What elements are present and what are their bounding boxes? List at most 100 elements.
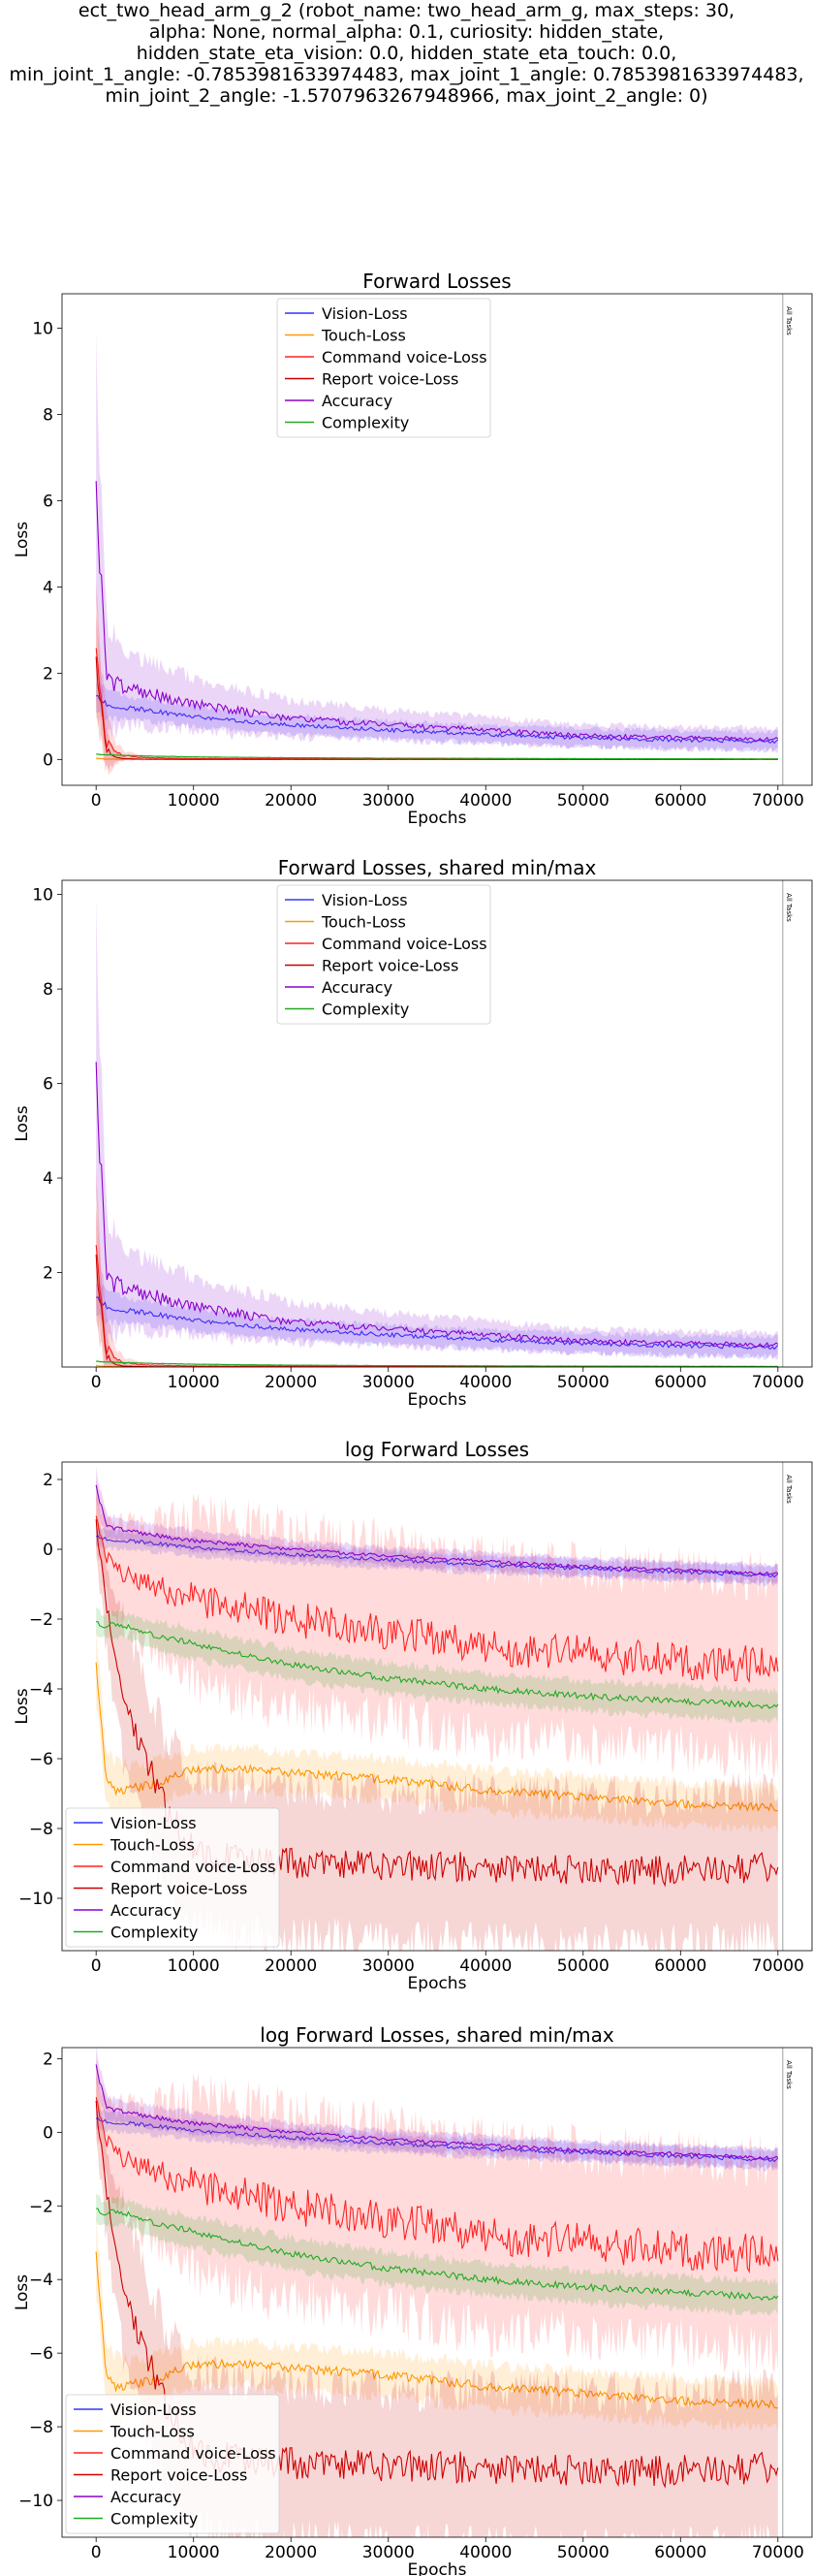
legend-entry: Vision-Loss [110, 2401, 197, 2419]
axes-frame [61, 879, 813, 1368]
legend-entry: Report voice-Loss [110, 2466, 247, 2485]
y-tick-label: 2 [43, 664, 53, 684]
command-voice-loss-band [96, 1479, 778, 1779]
touch-loss-line [95, 2251, 778, 2410]
y-axis-label: Loss [13, 1105, 32, 1141]
y-tick-label: 2 [43, 2050, 53, 2069]
legend: Vision-Loss Touch-Loss Command voice-Loss R… [276, 884, 491, 1025]
accuracy-band [96, 1467, 778, 1585]
x-tick-label: 10000 [168, 2543, 220, 2562]
axes-frame [61, 2047, 813, 2538]
y-tick-label: 4 [43, 1169, 53, 1189]
legend: Vision-Loss Touch-Loss Command voice-Loss R… [276, 298, 491, 438]
accuracy-band [96, 2048, 778, 2171]
x-tick-label: 70000 [752, 791, 804, 811]
chart-3: All Tasks 0 10000 20000 30000 40000 50000 60000… [13, 1438, 813, 1993]
touch-loss-band [96, 1625, 778, 1834]
legend: Vision-Loss Touch-Loss Command voice-Loss R… [65, 1807, 280, 1948]
y-tick-label: 10 [32, 886, 53, 906]
y-tick-label: −6 [29, 1750, 53, 1769]
legend-entry: Touch-Loss [109, 2423, 195, 2441]
accuracy-line [95, 481, 779, 743]
y-tick-label: −2 [29, 1610, 53, 1630]
x-axis-label: Epochs [408, 1974, 467, 1993]
command-voice-loss-line [95, 1515, 779, 1684]
touch-loss-line [95, 1662, 778, 1812]
accuracy-line [95, 2064, 779, 2160]
y-tick-label: 2 [43, 1264, 53, 1284]
legend-entry: Complexity [322, 1001, 409, 1019]
legend-entry: Accuracy [322, 392, 392, 410]
legend-entry: Command voice-Loss [110, 1858, 276, 1876]
task-boundary-label: All Tasks [785, 306, 793, 335]
legend: Vision-Loss Touch-Loss Command voice-Loss R… [65, 2394, 280, 2534]
legend-entry: Command voice-Loss [322, 935, 487, 953]
suptitle-line: min_joint_2_angle: -1.5707963267948966, … [105, 85, 708, 107]
legend-entry: Vision-Loss [110, 1814, 197, 1832]
vision-loss-line [95, 1295, 779, 1351]
command-voice-loss-band [96, 2058, 778, 2374]
y-axis-label: Loss [13, 2274, 32, 2310]
y-tick-label: −8 [29, 1820, 53, 1839]
legend-entry: Complexity [110, 2510, 198, 2528]
x-tick-label: 60000 [654, 791, 706, 811]
y-tick-label: 0 [43, 750, 53, 770]
x-tick-label: 50000 [557, 791, 610, 811]
report-voice-loss-line [95, 656, 778, 760]
x-tick-label: 30000 [362, 791, 415, 811]
y-tick-label: −10 [18, 1890, 53, 1909]
x-tick-label: 10000 [168, 791, 220, 811]
x-tick-label: 20000 [265, 1956, 317, 1976]
complexity-line [96, 753, 778, 760]
y-tick-label: −2 [29, 2197, 53, 2216]
y-axis-label: Loss [13, 522, 32, 557]
x-axis-label: Epochs [408, 809, 467, 828]
chart-title: Forward Losses [362, 270, 511, 293]
legend-entry: Accuracy [110, 2488, 181, 2506]
legend-entry: Vision-Loss [322, 891, 408, 909]
vision-loss-band [96, 2109, 778, 2172]
x-tick-label: 10000 [168, 1956, 220, 1976]
x-tick-label: 0 [91, 791, 102, 811]
task-boundary-label: All Tasks [785, 2060, 793, 2089]
suptitle-line: alpha: None, normal_alpha: 0.1, curiosit… [148, 21, 665, 43]
y-tick-label: 6 [43, 492, 53, 511]
suptitle-line: ect_two_head_arm_g_2 (robot_name: two_he… [78, 0, 735, 21]
legend-entry: Report voice-Loss [322, 370, 458, 389]
y-tick-label: −6 [29, 2344, 53, 2364]
complexity-band [96, 2193, 778, 2316]
y-tick-label: 8 [43, 406, 53, 426]
chart-title: Forward Losses, shared min/max [278, 856, 597, 879]
touch-loss-band [96, 2212, 778, 2433]
x-tick-label: 70000 [752, 1373, 804, 1392]
y-tick-label: −4 [29, 1680, 53, 1700]
legend-entry: Report voice-Loss [110, 1880, 247, 1898]
complexity-line [96, 2208, 779, 2302]
x-tick-label: 30000 [362, 2543, 415, 2562]
y-tick-label: 4 [43, 578, 53, 597]
legend-entry: Touch-Loss [321, 327, 406, 345]
legend-entry: Touch-Loss [321, 913, 406, 932]
x-tick-label: 50000 [557, 2543, 610, 2562]
legend-box [276, 884, 491, 1025]
chart-title: log Forward Losses [345, 1438, 529, 1461]
x-tick-label: 40000 [459, 791, 512, 811]
task-boundary-label: All Tasks [785, 1475, 793, 1504]
suptitle-line: hidden_state_eta_vision: 0.0, hidden_sta… [136, 43, 677, 64]
y-tick-label: 6 [43, 1075, 53, 1095]
x-tick-label: 20000 [265, 791, 317, 811]
y-tick-label: 0 [43, 2123, 53, 2143]
legend-box [276, 298, 491, 438]
x-tick-label: 40000 [459, 2543, 512, 2562]
vision-loss-band [96, 1527, 778, 1587]
y-tick-label: 0 [43, 1541, 53, 1560]
y-tick-label: 10 [32, 320, 53, 339]
x-tick-label: 30000 [362, 1956, 415, 1976]
axes-frame [61, 293, 813, 786]
legend-entry: Report voice-Loss [322, 957, 458, 975]
vision-loss-line [95, 1535, 779, 1578]
x-tick-label: 40000 [459, 1956, 512, 1976]
y-tick-label: −8 [29, 2418, 53, 2437]
complexity-band [96, 1606, 778, 1724]
legend-entry: Command voice-Loss [110, 2444, 276, 2463]
